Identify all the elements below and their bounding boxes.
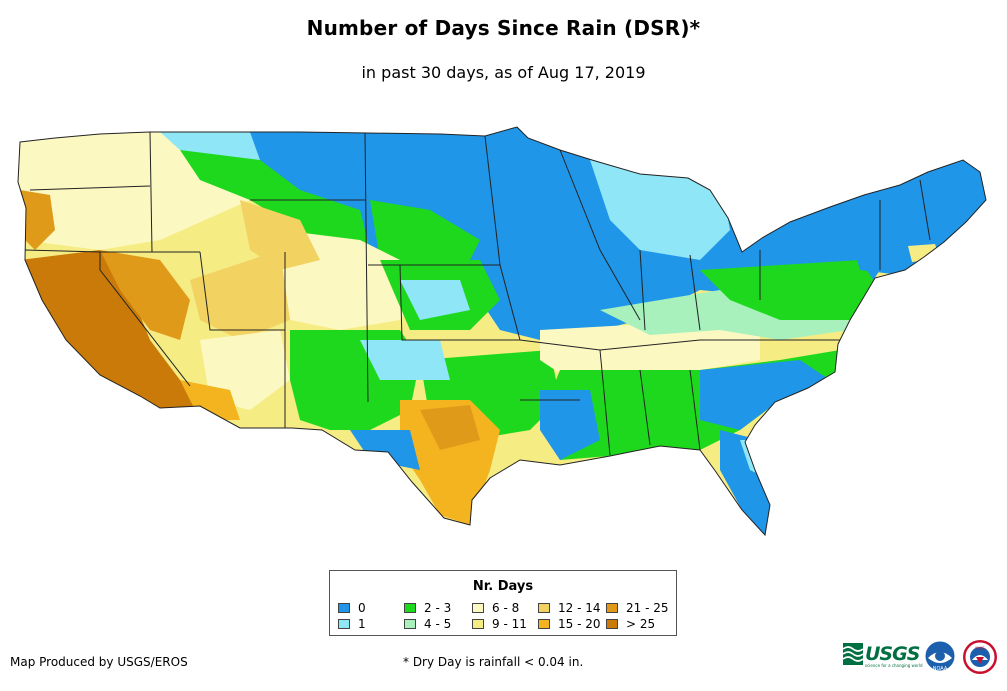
legend-swatch [538, 619, 550, 629]
legend-item-2: 2 - 3 [404, 602, 451, 616]
usgs-logo: USGS science for a changing world [843, 641, 923, 669]
legend-swatch [472, 619, 484, 629]
legend-item-8: 21 - 25 [606, 602, 669, 616]
noaa-seal-icon: NOAA [924, 640, 956, 672]
legend-item-9: > 25 [606, 618, 655, 632]
legend-label: 12 - 14 [558, 601, 601, 615]
usgs-wave-icon [843, 643, 864, 665]
us-dsr-map [17, 126, 987, 537]
usgs-logo-text: USGS [865, 643, 920, 665]
legend-swatch [404, 603, 416, 613]
legend-item-3: 4 - 5 [404, 618, 451, 632]
legend-swatch [338, 619, 350, 629]
legend-label: 1 [358, 617, 366, 631]
legend-swatch [472, 603, 484, 613]
legend-swatch [538, 603, 550, 613]
legend-label: 15 - 20 [558, 617, 601, 631]
legend-swatch [404, 619, 416, 629]
legend-swatch [338, 603, 350, 613]
map-title: Number of Days Since Rain (DSR)* [306, 16, 701, 40]
legend-label: 4 - 5 [424, 617, 452, 631]
legend-item-7: 15 - 20 [538, 618, 601, 632]
usgs-tagline: science for a changing world [865, 663, 923, 668]
legend-item-0: 0 [338, 602, 366, 616]
legend-label: 0 [358, 601, 366, 615]
legend-label: 6 - 8 [492, 601, 520, 615]
legend: Nr. Days 0 1 2 - 3 4 - 5 6 - 8 9 - 11 12… [329, 570, 677, 636]
map-credit: Map Produced by USGS/EROS [10, 655, 188, 669]
legend-title: Nr. Days [472, 579, 534, 594]
noaa-seal-text: NOAA [933, 666, 948, 672]
legend-label: 21 - 25 [626, 601, 669, 615]
legend-label: > 25 [626, 617, 656, 631]
state-boundaries [17, 126, 987, 537]
legend-item-5: 9 - 11 [472, 618, 527, 632]
nws-seal-text: NWS [975, 646, 985, 651]
map-subtitle: in past 30 days, as of Aug 17, 2019 [361, 63, 646, 82]
nws-seal-icon: NWS [963, 640, 997, 674]
legend-label: 9 - 11 [492, 617, 527, 631]
legend-swatch [606, 619, 618, 629]
legend-item-1: 1 [338, 618, 366, 632]
legend-item-6: 12 - 14 [538, 602, 601, 616]
footnote: * Dry Day is rainfall < 0.04 in. [403, 655, 584, 669]
legend-swatch [606, 603, 618, 613]
legend-label: 2 - 3 [424, 601, 452, 615]
legend-item-4: 6 - 8 [472, 602, 519, 616]
